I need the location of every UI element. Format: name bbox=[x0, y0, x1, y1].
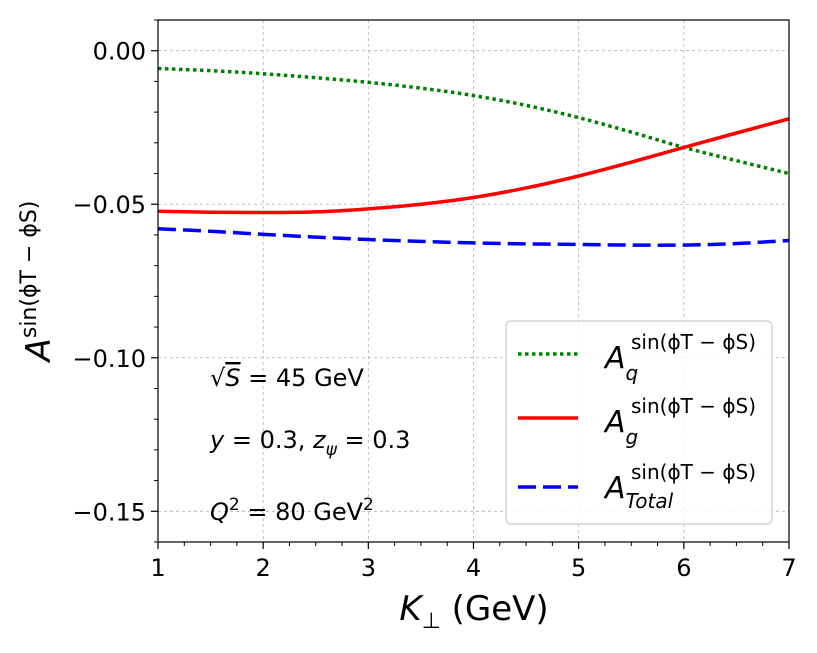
x-tick-label: 2 bbox=[256, 554, 271, 582]
legend: Aqsin(ϕT − ϕS) Agsin(ϕT − ϕS) ATotalsin(… bbox=[505, 320, 773, 525]
sqrt-sign: √ bbox=[210, 364, 226, 392]
legend-label-total: ATotalsin(ϕT − ϕS) bbox=[603, 460, 756, 513]
x-tick-label: 1 bbox=[150, 554, 165, 582]
legend-box bbox=[505, 320, 773, 525]
major-ticks bbox=[151, 50, 790, 549]
energy-annotation: √S = 45 GeV bbox=[210, 364, 364, 392]
y-tick-labels: 0.00 −0.05 −0.10 −0.15 bbox=[72, 38, 146, 527]
y-tick-label: −0.05 bbox=[72, 191, 146, 219]
svg-text:Asin(ϕT − ϕS): Asin(ϕT − ϕS) bbox=[17, 201, 59, 364]
y-tick-label: 0.00 bbox=[93, 38, 146, 66]
x-tick-label: 4 bbox=[466, 554, 481, 582]
plot-frame bbox=[157, 19, 790, 543]
x-tick-label: 7 bbox=[781, 554, 796, 582]
minor-ticks bbox=[154, 19, 764, 546]
q2-annotation: Q2 = 80 GeV2 bbox=[210, 495, 374, 526]
y-axis-title: Asin(ϕT − ϕS) bbox=[17, 201, 59, 364]
x-tick-labels: 1 2 3 4 5 6 7 bbox=[150, 554, 796, 582]
series-line-total bbox=[157, 227, 790, 247]
x-tick-label: 3 bbox=[361, 554, 376, 582]
series-line-g bbox=[157, 117, 790, 215]
series-line-q bbox=[157, 66, 790, 176]
params-annotation: y = 0.3, zψ = 0.3 bbox=[209, 426, 410, 460]
series-lines bbox=[157, 66, 790, 247]
legend-label-q: Aqsin(ϕT − ϕS) bbox=[603, 330, 756, 385]
x-axis-title: K⊥ (GeV) bbox=[399, 589, 548, 634]
y-tick-label: −0.10 bbox=[72, 345, 146, 373]
legend-label-g: Agsin(ϕT − ϕS) bbox=[603, 394, 756, 449]
y-tick-label: −0.15 bbox=[72, 498, 146, 526]
x-tick-label: 6 bbox=[676, 554, 691, 582]
x-tick-label: 5 bbox=[571, 554, 586, 582]
